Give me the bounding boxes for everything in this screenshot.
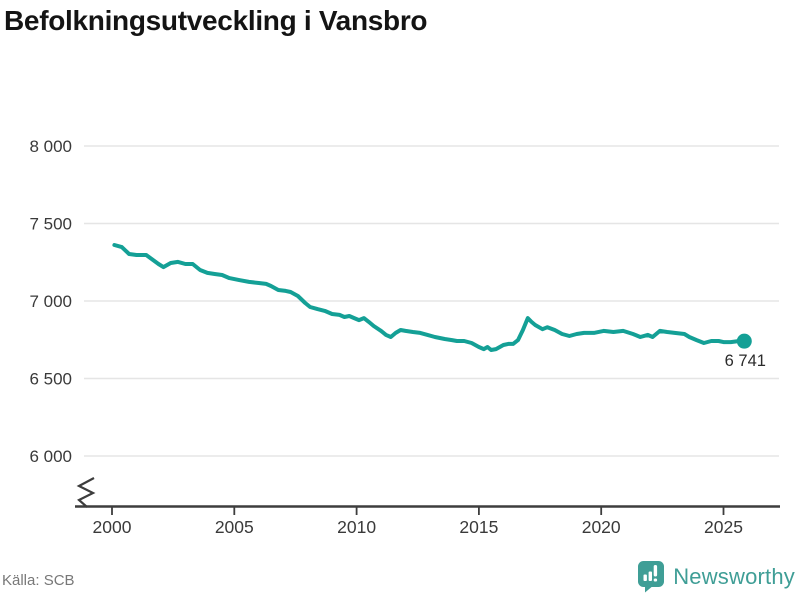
x-axis-tick-label: 2020 [582,517,621,537]
y-axis-tick-label: 7 000 [29,292,72,311]
source-label: Källa: SCB [2,572,75,589]
x-axis-tick-label: 2015 [459,517,498,537]
y-axis-break-icon [76,477,96,508]
newsworthy-bubble-chart-icon [638,561,665,593]
latest-value-label: 6 741 [725,352,766,370]
y-axis-tick-label: 8 000 [29,137,72,156]
x-axis-tick-label: 2010 [337,517,376,537]
x-axis-tick-label: 2005 [215,517,254,537]
x-axis-tick-label: 2025 [704,517,743,537]
chart-title: Befolkningsutveckling i Vansbro [4,5,428,36]
x-axis-tick-label: 2000 [93,517,132,537]
y-axis-tick-label: 7 500 [29,215,72,234]
newsworthy-wordmark: Newsworthy [673,563,795,589]
newsworthy-logo[interactable]: Newsworthy [637,560,795,593]
y-axis-tick-label: 6 000 [29,447,72,466]
y-axis-tick-label: 6 500 [29,370,72,389]
population-line [112,243,747,352]
latest-value-dot [736,333,752,349]
